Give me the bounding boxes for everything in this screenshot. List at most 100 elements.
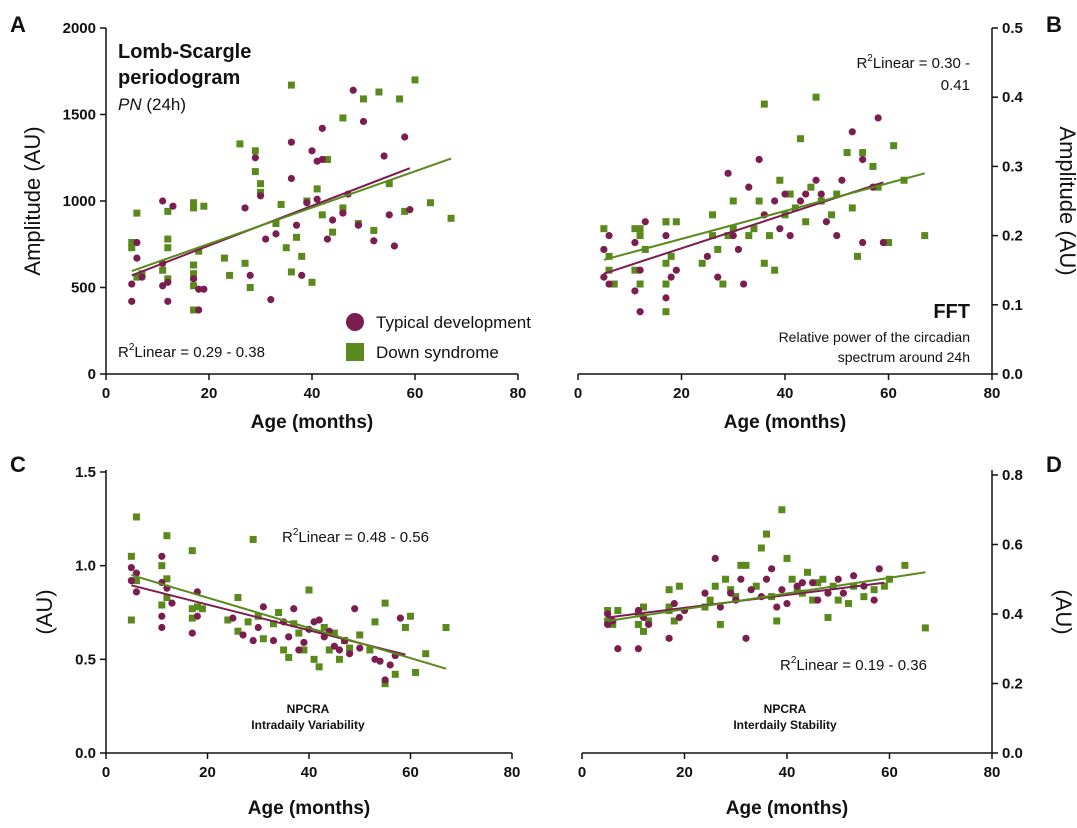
panel-d-point-typical-development (742, 634, 750, 642)
panel-b-point-typical-development (631, 287, 639, 295)
panel-c-point-typical-development (158, 552, 166, 560)
panel-c-point-down-syndrome (163, 532, 171, 540)
panel-c-plot-area (127, 513, 450, 688)
panel-c-point-down-syndrome (295, 629, 303, 637)
panel-b-point-down-syndrome (636, 232, 644, 240)
panel-a-point-typical-development (241, 204, 249, 212)
panel-a-point-typical-development (251, 154, 259, 162)
panel-b-y-tick-label: 0.1 (1002, 297, 1023, 314)
panel-d-point-down-syndrome (716, 620, 724, 628)
panel-b-point-typical-development (776, 225, 784, 233)
panel-d-point-typical-development (870, 596, 878, 604)
panel-b-note-line2: spectrum around 24h (838, 349, 970, 365)
panel-d-point-down-syndrome (670, 617, 678, 625)
panel-a-point-typical-development (313, 195, 321, 203)
panel-d-y-label: (AU) (1051, 589, 1076, 634)
panel-d-point-down-syndrome (665, 586, 673, 594)
panel-b-y-label: Amplitude (AU) (1055, 126, 1077, 275)
panel-d-point-down-syndrome (634, 620, 642, 628)
panel-a-point-down-syndrome (277, 200, 285, 208)
panel-b-point-down-syndrome (636, 280, 644, 288)
panel-c-point-down-syndrome (407, 612, 414, 620)
panel-a-point-typical-development (164, 297, 172, 305)
panel-d-axes: 0 20 40 60 800.0 0.2 0.4 0.6 0.8 (578, 467, 1024, 781)
panel-d-point-down-syndrome (706, 596, 714, 604)
panel-a-point-down-syndrome (298, 252, 306, 260)
panel-d-y-tick-label: 0.0 (1002, 745, 1023, 762)
panel-a-point-typical-development (189, 275, 198, 283)
panel-a-point-typical-development (298, 271, 306, 279)
panel-letter-d: D (1046, 452, 1062, 477)
panel-a-point-typical-development (292, 221, 301, 229)
panel-c-point-typical-development (376, 657, 384, 665)
panel-a-point-typical-development (164, 278, 172, 286)
panel-d-trendline-down-syndrome (607, 571, 926, 622)
panel-b-x-tick-label: 60 (880, 385, 897, 402)
panel-a-point-down-syndrome (339, 204, 347, 212)
panel-b-point-down-syndrome (662, 308, 670, 316)
panel-a-point-down-syndrome (200, 202, 208, 210)
legend-label-typical-development: Typical development (376, 313, 531, 332)
panel-letter-b: B (1046, 12, 1062, 37)
panel-b-point-typical-development (600, 273, 608, 281)
panel-a-point-typical-development (385, 211, 393, 219)
panel-d-point-typical-development (634, 645, 642, 653)
panel-a-point-down-syndrome (164, 244, 172, 252)
panel-c-point-down-syndrome (193, 603, 201, 611)
panel-c-point-typical-development (386, 661, 394, 669)
panel-c-x-tick-label: 0 (102, 764, 110, 781)
panel-c-point-typical-development (229, 614, 237, 622)
panel-b-x-tick-label: 20 (673, 385, 690, 402)
panel-a-point-down-syndrome (323, 155, 331, 163)
panel-b-point-down-syndrome (714, 245, 722, 253)
panel-b-point-typical-development (745, 183, 753, 191)
panel-a-y-tick-label: 2000 (63, 20, 96, 37)
panel-b-point-typical-development (672, 266, 680, 274)
panel-a-x-tick-label: 0 (102, 385, 110, 402)
panel-b-point-typical-development (714, 273, 722, 281)
panel-a-point-down-syndrome (190, 261, 198, 269)
panel-b-point-down-syndrome (869, 162, 877, 170)
panel-b-point-down-syndrome (760, 259, 768, 267)
panel-d-point-down-syndrome (870, 586, 878, 594)
panel-b-point-typical-development (662, 294, 670, 302)
panel-d-r2-annotation: R2Linear = 0.19 - 0.36 (780, 655, 927, 674)
panel-b-point-down-syndrome (662, 259, 670, 267)
panel-c-x-tick-label: 40 (301, 764, 318, 781)
panel-d-point-down-syndrome (737, 561, 745, 569)
panel-b-point-typical-development (771, 197, 779, 205)
panel-b-trendline-down-syndrome (603, 172, 925, 261)
panel-b-y-tick-label: 0.5 (1002, 20, 1023, 37)
panel-a-y-tick-label: 0 (88, 366, 96, 383)
panel-b-point-down-syndrome (760, 100, 768, 108)
panel-b-r2-text: Linear = 0.30 - (873, 55, 970, 72)
panel-a-point-down-syndrome (164, 235, 172, 243)
panel-d-point-down-syndrome (921, 624, 929, 632)
panel-a-point-typical-development (303, 199, 311, 207)
panel-b-point-typical-development (796, 197, 805, 205)
panel-a-point-down-syndrome (318, 211, 326, 219)
panel-c-point-typical-development (346, 650, 354, 658)
panel-a-point-down-syndrome (375, 88, 383, 96)
panel-d-point-typical-development (604, 620, 612, 629)
panel-b-point-down-syndrome (709, 232, 717, 240)
panel-a-point-down-syndrome (426, 199, 434, 207)
panel-a-point-down-syndrome (401, 207, 409, 215)
panel-c-point-typical-development (132, 569, 141, 577)
panel-d-point-down-syndrome (901, 561, 909, 569)
panel-d-point-typical-development (711, 554, 719, 563)
panel-c-point-down-syndrome (371, 618, 379, 626)
panel-a-point-down-syndrome (447, 214, 455, 222)
panel-a-point-typical-development (406, 206, 414, 214)
panel-c-point-typical-development (239, 631, 247, 639)
panel-b-point-down-syndrome (890, 142, 898, 150)
panel-c-point-down-syndrome (163, 575, 171, 583)
panel-d-point-down-syndrome (783, 554, 791, 562)
panel-d-point-down-syndrome (834, 596, 842, 604)
panel-d-point-typical-development (814, 596, 822, 604)
panel-a-point-down-syndrome (159, 266, 167, 274)
panel-a-point-down-syndrome (360, 95, 367, 103)
panel-c-point-typical-development (300, 638, 308, 647)
panel-a-y-tick-label: 500 (71, 280, 96, 297)
panel-d-point-down-syndrome (742, 561, 750, 569)
